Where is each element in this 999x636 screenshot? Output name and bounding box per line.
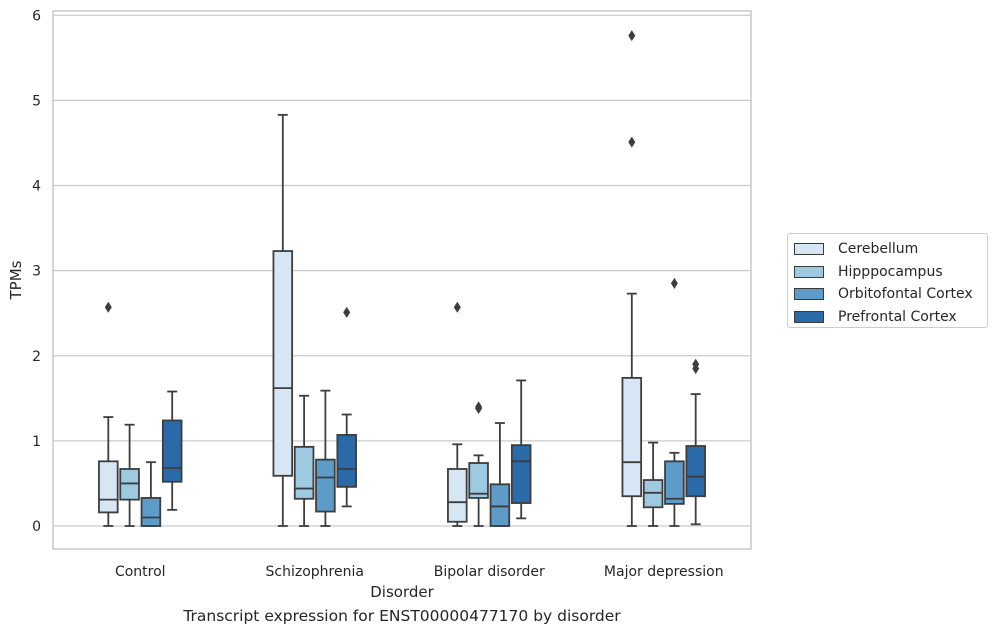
box [161, 419, 183, 483]
legend-label: Orbitofontal Cortex [838, 286, 973, 303]
box [685, 445, 706, 498]
box [293, 445, 315, 500]
legend: Cerebellum Hipppocampus Orbitofontal Corte… [787, 233, 988, 328]
plot-frame [52, 10, 752, 550]
y-tick-label: 5 [32, 93, 41, 109]
legend-item: Orbitofontal Cortex [794, 283, 987, 306]
y-tick-label: 2 [32, 349, 41, 365]
y-tick-label: 1 [32, 434, 41, 450]
box [664, 460, 685, 505]
x-tick-label: Major depression [604, 564, 724, 580]
box [468, 462, 489, 499]
plot-area [53, 11, 751, 549]
box [315, 458, 336, 513]
box [621, 376, 643, 498]
legend-swatch [794, 265, 824, 278]
box [510, 444, 532, 504]
box [140, 497, 162, 527]
legend-item: Prefrontal Cortex [794, 306, 987, 329]
legend-label: Hipppocampus [838, 263, 943, 280]
outlier-point [104, 301, 112, 313]
box [447, 468, 468, 523]
y-axis-label: TPMs [7, 260, 25, 300]
legend-swatch [794, 243, 824, 256]
outlier-point [453, 301, 461, 313]
x-tick-label: Schizophrenia [266, 564, 364, 580]
legend-swatch [794, 288, 824, 301]
box [272, 250, 294, 477]
outlier-point [628, 136, 636, 148]
legend-swatch [794, 310, 824, 323]
chart-caption: Transcript expression for ENST0000047717… [183, 607, 621, 625]
y-tick-label: 0 [32, 519, 41, 535]
legend-item: Cerebellum [794, 238, 987, 261]
outlier-point [670, 277, 678, 289]
outlier-point [692, 358, 700, 370]
x-tick-label: Control [115, 564, 166, 580]
legend-label: Prefrontal Cortex [838, 308, 957, 325]
y-tick-label: 6 [32, 8, 41, 24]
x-tick-label: Bipolar disorder [434, 564, 545, 580]
legend-item: Hipppocampus [794, 261, 987, 284]
legend-label: Cerebellum [838, 241, 919, 258]
x-axis-label: Disorder [370, 583, 434, 601]
outlier-point [475, 401, 483, 413]
box [489, 483, 511, 527]
y-tick-label: 4 [32, 179, 41, 195]
y-tick-label: 3 [32, 264, 41, 280]
box [98, 460, 119, 514]
outlier-point [343, 306, 351, 318]
box [336, 434, 357, 488]
outlier-point [628, 30, 636, 42]
